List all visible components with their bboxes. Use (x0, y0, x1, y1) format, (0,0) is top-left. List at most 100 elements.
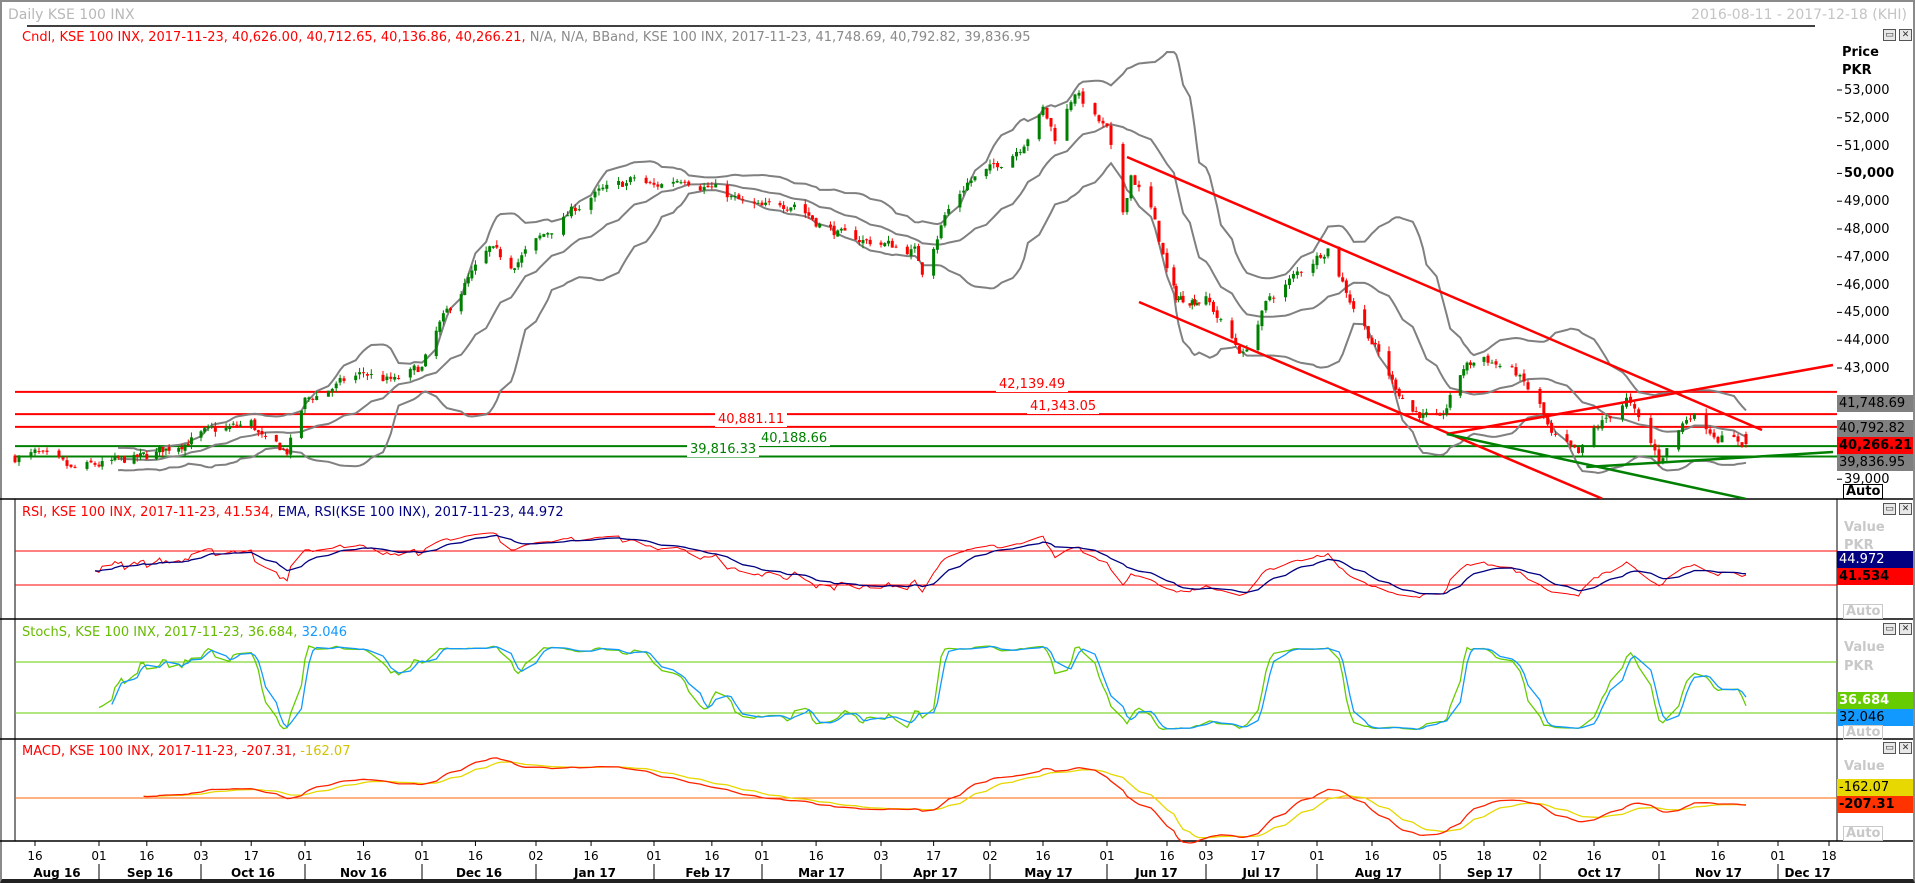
rsi-line (94, 532, 1747, 599)
level-label: 40,188.66 (758, 431, 831, 447)
candle-down (1299, 271, 1303, 273)
candle-down (1049, 118, 1053, 127)
candle-up (177, 447, 181, 452)
candle-down (1161, 242, 1165, 255)
candle-up (702, 186, 706, 191)
close-panel-icon[interactable]: ✕ (1899, 623, 1912, 635)
candle-down (1637, 409, 1641, 418)
candle-down (760, 202, 764, 206)
candle-up (491, 246, 495, 248)
candle-down (1366, 326, 1370, 339)
candle-up (1015, 151, 1018, 157)
candle-down (1542, 402, 1546, 415)
candle-up (1018, 151, 1022, 153)
date-tick-label: 16 (467, 849, 484, 863)
candle-up (624, 183, 628, 186)
rsi-ema-line (94, 534, 1747, 595)
candle-down (495, 245, 499, 248)
price-tick-label: 45,000 (1844, 305, 1890, 321)
candle-up (597, 188, 601, 191)
close-panel-icon[interactable]: ✕ (1899, 503, 1912, 515)
price-tick-label: 44,000 (1844, 333, 1890, 349)
candle-down (1394, 379, 1398, 390)
candle-down (449, 308, 452, 311)
minimize-panel-icon[interactable]: ▭ (1883, 503, 1896, 515)
candle-up (1465, 362, 1469, 371)
candle-up (569, 206, 573, 217)
candle-down (69, 464, 73, 467)
month-label: Jun 17 (1135, 866, 1178, 880)
candle-down (186, 444, 190, 446)
month-label: May 17 (1024, 866, 1073, 880)
candle-down (1319, 255, 1323, 258)
candle-down (1704, 413, 1708, 430)
date-tick-label: 01 (414, 849, 430, 863)
candle-up (393, 376, 397, 380)
candle-down (260, 430, 264, 435)
minimize-panel-icon[interactable]: ▭ (1883, 742, 1896, 754)
candle-down (161, 446, 165, 453)
date-range: 2016-08-11 - 2017-12-18 (KHI) (1691, 7, 1907, 23)
auto-scale-button[interactable]: Auto (1843, 484, 1884, 499)
price-tick-label: 47,000 (1844, 249, 1890, 265)
stoch-k-legend: StochS, KSE 100 INX, 2017-11-23, 36.684, (22, 625, 298, 640)
candle-up (550, 233, 554, 235)
candle-down (1081, 91, 1085, 104)
candle-down (167, 446, 171, 451)
candle-up (605, 184, 609, 189)
candle-up (33, 449, 37, 454)
candle-down (1657, 449, 1661, 462)
candle-up (183, 444, 187, 451)
candle-up (158, 446, 162, 453)
candle-down (135, 454, 139, 457)
candle-up (1596, 427, 1600, 429)
candle-up (836, 230, 840, 237)
stoch-auto-scale-button[interactable]: Auto (1843, 725, 1884, 740)
rsi-auto-scale-button[interactable]: Auto (1843, 604, 1884, 619)
close-panel-icon[interactable]: ✕ (1899, 742, 1912, 754)
month-label: Dec 17 (1784, 866, 1831, 880)
macd-legend-text: MACD, KSE 100 INX, 2017-11-23, -207.31, (22, 744, 297, 759)
candle-down (57, 450, 61, 458)
candle-down (1553, 433, 1557, 435)
candle-down (1577, 447, 1581, 453)
candle-down (37, 451, 41, 453)
price-tick-label: 52,000 (1844, 110, 1890, 126)
candle-down (1546, 414, 1550, 425)
minimize-panel-icon[interactable]: ▭ (1883, 623, 1896, 635)
candle-down (1418, 412, 1422, 419)
candle-down (1411, 400, 1415, 412)
macd-signal-value: -162.07 (1837, 779, 1913, 796)
candle-down (1197, 302, 1201, 304)
candle-up (1677, 430, 1681, 450)
close-panel-icon[interactable]: ✕ (1899, 29, 1912, 41)
candle-down (1208, 297, 1212, 303)
candle-down (93, 463, 97, 465)
candle-up (1287, 278, 1291, 286)
macd-auto-scale-button[interactable]: Auto (1843, 826, 1884, 841)
candle-down (145, 453, 149, 459)
macd-signal-line (143, 761, 1747, 839)
candle-down (879, 242, 883, 245)
month-label: Nov 17 (1695, 866, 1742, 880)
candle-up (593, 191, 597, 198)
candle-down (1569, 440, 1573, 446)
candle-down (1193, 299, 1197, 305)
candle-up (733, 196, 737, 198)
candle-up (113, 456, 117, 461)
candle-down (920, 262, 924, 275)
candle-up (516, 262, 520, 268)
candle-down (1550, 422, 1554, 433)
candle-down (281, 448, 285, 450)
candle-up (307, 397, 311, 399)
candle-up (1179, 296, 1183, 300)
date-tick-label: 16 (808, 849, 824, 863)
candle-up (1295, 271, 1299, 276)
stoch-axis-unit: PKR (1844, 659, 1874, 674)
candle-down (1732, 434, 1736, 438)
candle-down (1740, 442, 1744, 447)
candle-up (999, 167, 1003, 169)
minimize-panel-icon[interactable]: ▭ (1883, 29, 1896, 41)
